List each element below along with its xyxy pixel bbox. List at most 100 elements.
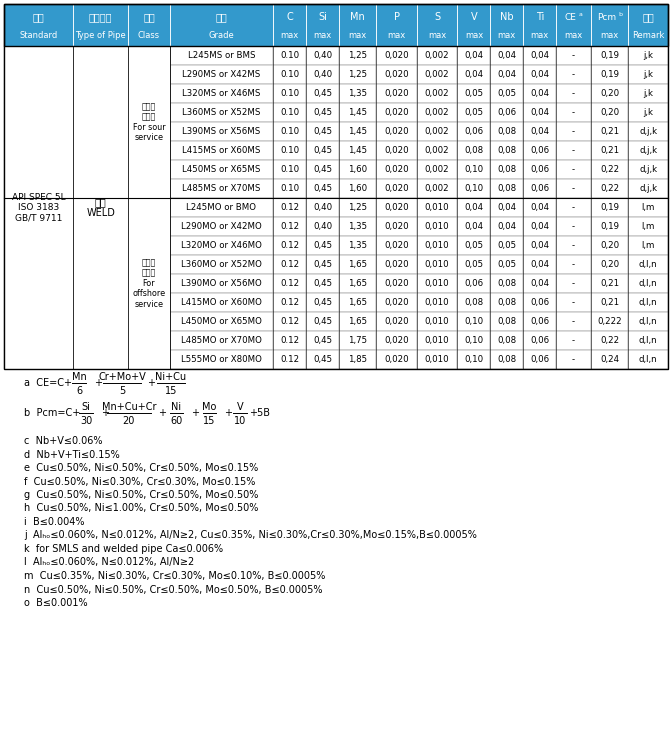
Text: 0,002: 0,002 (425, 89, 450, 98)
Bar (169, 103, 273, 122)
Text: 0,06: 0,06 (530, 298, 550, 307)
Text: 1,35: 1,35 (348, 222, 368, 231)
Text: c  Nb+V≤0.06%: c Nb+V≤0.06% (24, 436, 103, 446)
Bar (169, 179, 273, 198)
Bar (273, 141, 306, 160)
Bar (523, 350, 556, 369)
Bar (556, 312, 591, 331)
Text: 1,85: 1,85 (348, 355, 368, 364)
Bar (4, 4, 668, 46)
Bar (628, 84, 668, 103)
Text: max: max (349, 31, 367, 40)
Bar (491, 103, 523, 122)
Bar (491, 141, 523, 160)
Text: 1,60: 1,60 (348, 165, 368, 174)
Bar (169, 160, 273, 179)
Bar (73, 103, 128, 122)
Text: -: - (572, 317, 575, 326)
Bar (73, 236, 128, 255)
Bar (128, 141, 169, 160)
Text: Mn: Mn (350, 13, 365, 22)
Text: 0,020: 0,020 (384, 317, 409, 326)
Text: 0,020: 0,020 (384, 108, 409, 117)
Text: 0,04: 0,04 (497, 51, 517, 60)
Bar (4, 179, 73, 198)
Text: +: + (147, 378, 155, 388)
Bar (628, 331, 668, 350)
Bar (491, 198, 523, 217)
Bar (273, 274, 306, 293)
Bar (73, 46, 128, 369)
Text: 60: 60 (171, 416, 183, 426)
Text: 鑉级: 鑉级 (216, 13, 227, 22)
Text: 0,45: 0,45 (313, 336, 332, 345)
Text: 0,020: 0,020 (384, 146, 409, 155)
Text: S: S (434, 13, 440, 22)
Bar (556, 122, 591, 141)
Bar (306, 350, 339, 369)
Bar (273, 236, 306, 255)
Text: d,l,n: d,l,n (639, 298, 657, 307)
Text: 0,010: 0,010 (425, 241, 450, 250)
Text: 0,05: 0,05 (464, 89, 483, 98)
Bar (491, 255, 523, 274)
Text: Remark: Remark (632, 31, 665, 40)
Bar (458, 160, 491, 179)
Text: -: - (572, 165, 575, 174)
Bar (376, 46, 417, 65)
Text: o  B≤0.001%: o B≤0.001% (24, 598, 87, 608)
Text: 0,40: 0,40 (313, 203, 332, 212)
Text: 0,08: 0,08 (464, 298, 483, 307)
Bar (273, 160, 306, 179)
Text: Cr+Mo+V: Cr+Mo+V (98, 372, 146, 382)
Text: 0,08: 0,08 (497, 127, 517, 136)
Text: 0,08: 0,08 (497, 355, 517, 364)
Bar (306, 4, 339, 46)
Text: Mn+Cu+Cr: Mn+Cu+Cr (101, 402, 156, 412)
Bar (591, 103, 628, 122)
Text: 0,21: 0,21 (600, 279, 619, 288)
Bar (73, 217, 128, 236)
Bar (4, 65, 73, 84)
Bar (306, 312, 339, 331)
Bar (376, 84, 417, 103)
Bar (491, 179, 523, 198)
Bar (628, 4, 668, 46)
Bar (491, 217, 523, 236)
Text: 0,05: 0,05 (464, 108, 483, 117)
Text: Ni: Ni (171, 402, 181, 412)
Text: 0,020: 0,020 (384, 203, 409, 212)
Text: a  CE=C+: a CE=C+ (24, 378, 72, 388)
Bar (306, 274, 339, 293)
Bar (169, 350, 273, 369)
Text: API SPEC 5L
ISO 3183
GB/T 9711: API SPEC 5L ISO 3183 GB/T 9711 (11, 192, 65, 222)
Text: 等级: 等级 (143, 13, 155, 22)
Text: Mn: Mn (72, 372, 87, 382)
Text: -: - (572, 70, 575, 79)
Text: 0,04: 0,04 (497, 203, 517, 212)
Text: -: - (572, 146, 575, 155)
Bar (339, 179, 376, 198)
Text: 0,002: 0,002 (425, 108, 450, 117)
Bar (417, 217, 458, 236)
Text: 0,06: 0,06 (530, 184, 550, 193)
Bar (306, 331, 339, 350)
Bar (417, 198, 458, 217)
Bar (458, 84, 491, 103)
Text: 0,05: 0,05 (497, 89, 517, 98)
Bar (628, 103, 668, 122)
Text: g  Cu≤0.50%, Ni≤0.50%, Cr≤0.50%, Mo≤0.50%: g Cu≤0.50%, Ni≤0.50%, Cr≤0.50%, Mo≤0.50% (24, 490, 258, 500)
Bar (417, 312, 458, 331)
Bar (491, 274, 523, 293)
Bar (523, 122, 556, 141)
Text: 0,45: 0,45 (313, 355, 332, 364)
Text: +: + (101, 408, 109, 418)
Text: 0,21: 0,21 (600, 127, 619, 136)
Text: 0,020: 0,020 (384, 70, 409, 79)
Text: max: max (313, 31, 332, 40)
Text: L360MS or X52MS: L360MS or X52MS (182, 108, 261, 117)
Text: 0,08: 0,08 (497, 165, 517, 174)
Text: V: V (470, 13, 477, 22)
Text: 0,010: 0,010 (425, 355, 450, 364)
Text: 0,010: 0,010 (425, 222, 450, 231)
